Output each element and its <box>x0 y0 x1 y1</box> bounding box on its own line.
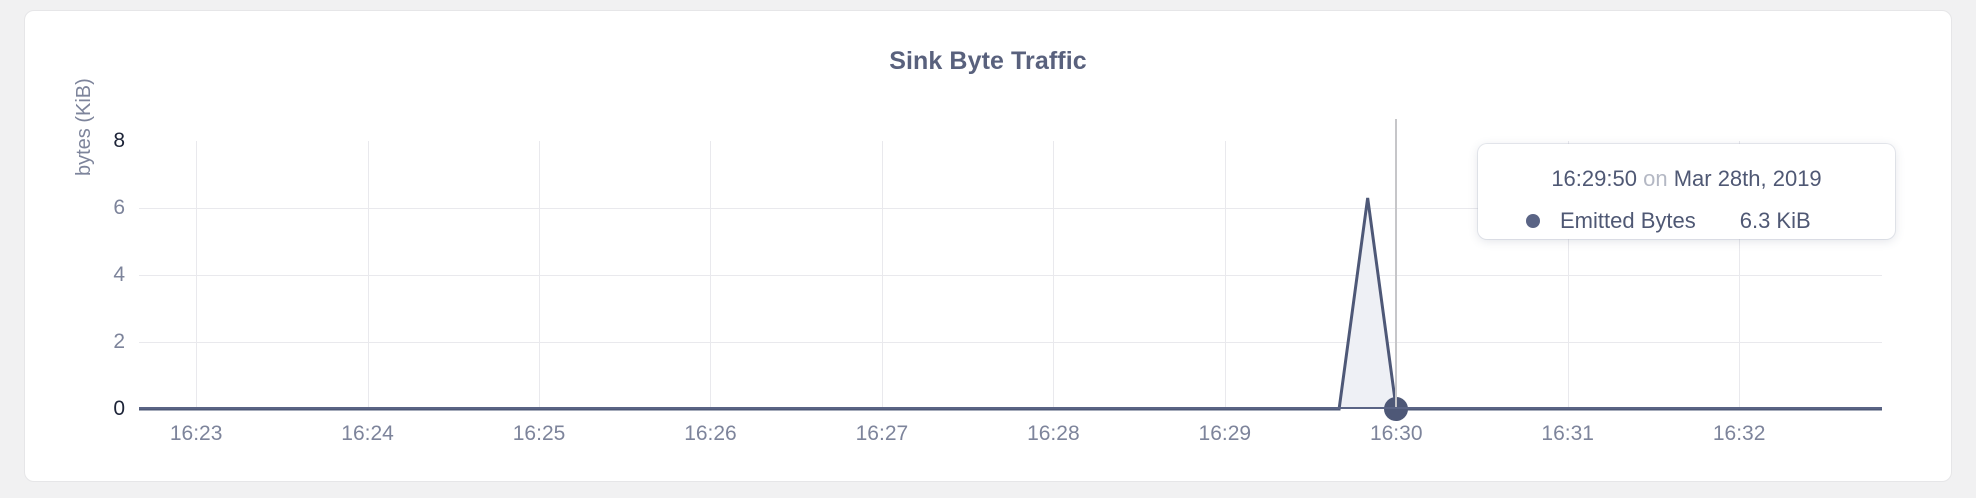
gridline-vertical <box>881 141 883 409</box>
plot-area: 0 2 4 6 8 16:23 16:24 16:25 16:26 16:27 16:28 16:2… <box>113 119 1882 445</box>
y-tick-label: 6 <box>113 196 125 219</box>
tooltip-header: 16:29:50 on Mar 28th, 2019 <box>1478 166 1895 192</box>
x-tick-label: 16:29 <box>1198 422 1252 445</box>
x-tick-label: 16:30 <box>1369 422 1423 445</box>
y-tick-label: 8 <box>113 129 125 152</box>
tooltip-series-row: Emitted Bytes 6.3 KiB <box>1478 208 1895 234</box>
tooltip-connector: on <box>1643 166 1668 191</box>
series-dot-icon <box>1526 214 1540 228</box>
gridline-vertical <box>1567 141 1569 409</box>
gridline-vertical <box>367 141 369 409</box>
gridline-vertical <box>196 141 198 409</box>
gridline-horizontal <box>139 342 1882 343</box>
x-tick-label: 16:31 <box>1541 422 1594 445</box>
x-tick-label: 16:28 <box>1027 422 1080 445</box>
tooltip-date: Mar 28th, 2019 <box>1673 166 1822 191</box>
x-axis-line <box>139 407 1882 409</box>
x-tick-label: 16:23 <box>169 422 223 445</box>
gridline-vertical <box>710 141 712 409</box>
x-tick-label: 16:24 <box>341 422 394 445</box>
gridline-vertical <box>1053 141 1055 409</box>
tooltip-series-label: Emitted Bytes <box>1560 208 1696 233</box>
x-tick-label: 16:32 <box>1712 422 1766 445</box>
series-emitted-bytes <box>139 197 1882 411</box>
y-tick-label: 2 <box>113 330 125 353</box>
y-axis-title: bytes (KiB) <box>73 78 95 176</box>
x-tick-label: 16:26 <box>684 422 737 445</box>
tooltip-time: 16:29:50 <box>1551 166 1637 191</box>
gridline-vertical <box>1739 141 1741 409</box>
gridline-horizontal <box>139 275 1882 276</box>
tooltip-series-value: 6.3 KiB <box>1739 208 1811 233</box>
gridline-vertical <box>539 141 541 409</box>
x-tick-label: 16:25 <box>512 422 566 445</box>
y-tick-label: 4 <box>113 263 125 286</box>
chart-card: Sink Byte Traffic bytes (KiB) 0 2 4 6 8 16:2… <box>24 10 1952 482</box>
crosshair-line <box>1395 119 1398 409</box>
y-tick-label: 0 <box>113 397 125 420</box>
x-tick-label: 16:27 <box>855 422 909 445</box>
series-line <box>139 197 1882 411</box>
chart-title: Sink Byte Traffic <box>889 47 1087 75</box>
gridline-vertical <box>1224 141 1226 409</box>
chart-tooltip[interactable]: 16:29:50 on Mar 28th, 2019 Emitted Bytes… <box>1478 144 1895 239</box>
gridline-horizontal <box>139 208 1882 209</box>
